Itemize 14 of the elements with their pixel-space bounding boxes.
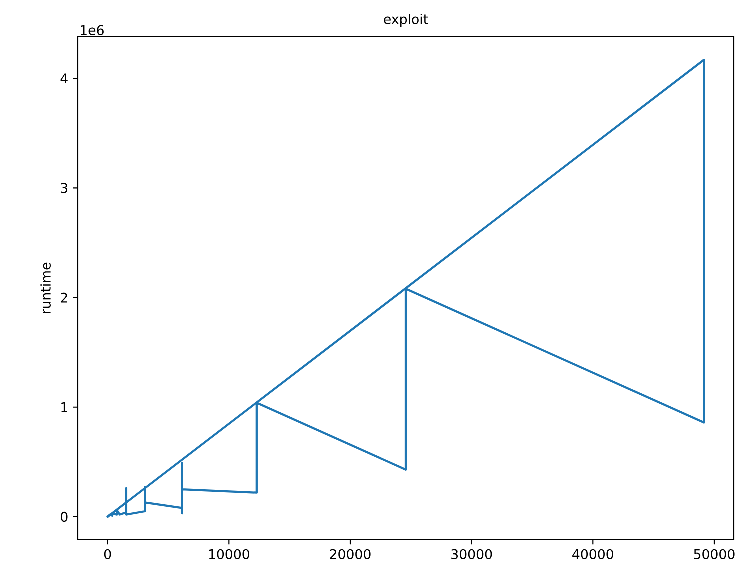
y-axis-title: runtime [40,262,51,314]
chart-title: exploit [384,14,428,27]
y-tick-label: 4 [60,74,68,84]
x-tick-label: 40000 [572,549,614,560]
x-tick-label: 20000 [330,549,371,560]
text: 1e6 [81,25,104,36]
y-tick-label: 2 [61,292,68,303]
y-tick-label: 3 [61,183,68,194]
x-tick-label: 30000 [452,549,492,560]
y-tick-label: 0 [61,512,68,522]
x-tick-label: 0 [104,549,112,560]
x-tick-label: 10000 [209,549,250,560]
y-tick-label: 1 [62,402,68,412]
x-tick-label: 50000 [694,549,735,560]
